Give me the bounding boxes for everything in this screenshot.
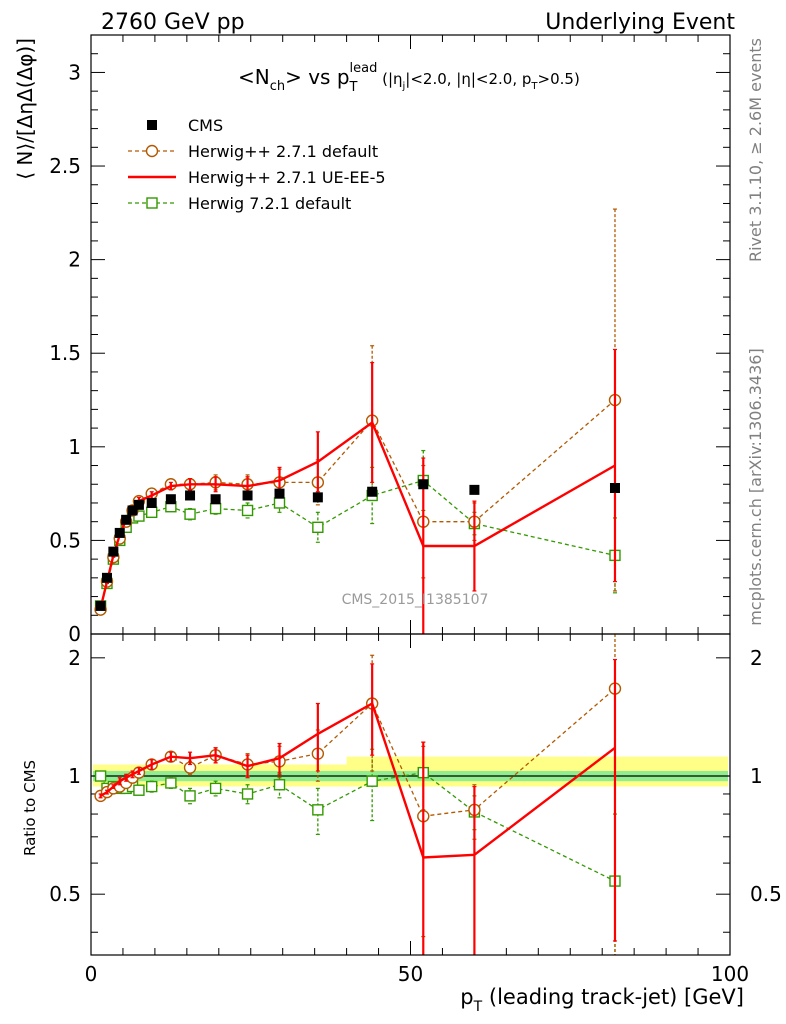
ratio-line [100,771,616,882]
main-ytick-label: 1.5 [49,341,81,365]
main-line [99,420,616,609]
main-cms-point [127,505,138,516]
legend-cms-marker [147,120,157,130]
legend: CMS Herwig++ 2.7.1 default Herwig++ 2.7.1 … [128,116,386,213]
main-square-marker [184,508,196,520]
legend-label: Herwig++ 2.7.1 UE-EE-5 [188,168,386,187]
main-line [99,479,616,607]
ratio-square-marker [165,777,177,789]
legend-entry: Herwig++ 2.7.1 default [128,142,378,161]
main-ytick-label: 3 [68,60,81,84]
main-square-marker [146,506,158,519]
ratio-series [94,634,622,955]
ratio-ytick-label-right: 2 [750,646,763,670]
main-cms-point [108,546,119,557]
main-cms-point [95,600,106,611]
main-cms-point [146,497,157,508]
ratio-series [98,658,617,955]
main-series-layer [94,208,622,634]
ratio-square-marker [209,782,222,795]
ratio-square-marker [133,784,145,796]
ratio-line [100,688,616,817]
header-left: 2760 GeV pp [101,10,245,35]
main-cms-point [210,494,221,505]
legend-label: CMS [188,116,223,135]
ratio-square-marker [184,790,196,802]
mcplots-label: mcplots.cern.ch [arXiv:1306.3436] [746,348,765,625]
main-ytick-label: 0 [68,622,81,646]
main-series [94,449,621,612]
legend-circle-marker [145,144,159,158]
main-cms-point [121,514,132,525]
main-cms-point [274,488,285,499]
main-cms-point [101,572,112,583]
main-cms-point [114,527,125,538]
main-square-marker [312,521,324,534]
x-axis-label: pT (leading track-jet) [GeV] [460,985,744,1015]
main-cms-point [185,490,196,501]
ratio-band [91,756,730,787]
main-axis-ticks: 0 0.5 1 1.5 2 2.5 3 [49,35,731,646]
main-cms-point [367,486,378,497]
ratio-square-marker [146,780,158,793]
legend-square-marker [146,197,158,209]
ratio-ytick-label: 1 [68,764,81,788]
header-right: Underlying Event [545,10,735,35]
ratio-square-marker [366,775,378,787]
main-square-marker [241,504,254,517]
main-cms-point [242,490,253,501]
ratio-axis-ticks: 0.5 0.5 1 1 2 2 0 50 100 [49,634,782,986]
watermark: CMS_2015_I1385107 [342,592,489,608]
main-cms-point [609,482,620,493]
legend-entry: CMS [147,116,223,135]
ratio-square-marker [273,779,286,791]
x-tick-label: 0 [85,962,98,986]
main-series [95,479,620,611]
main-ytick-label: 2 [68,248,81,272]
ratio-ytick-label-right: 0.5 [750,882,782,906]
legend-entry: Herwig++ 2.7.1 UE-EE-5 [128,168,386,187]
main-ylabel: ⟨ N⟩/[ΔηΔ(Δφ)] [13,38,37,180]
main-cms-point [312,492,323,503]
main-square-marker [273,497,286,509]
legend-entry: Herwig 7.2.1 default [128,194,351,213]
main-ytick-label: 2.5 [49,154,81,178]
ratio-square-marker [241,788,254,800]
ratio-series-layer [94,634,622,955]
ratio-frame [90,633,731,956]
x-tick-label: 100 [711,962,749,986]
ratio-square-marker [94,770,107,782]
ratio-ytick-label-right: 1 [750,764,763,788]
ratio-ylabel: Ratio to CMS [21,760,39,856]
main-cms-point [133,499,144,510]
main-ytick-label: 0.5 [49,528,81,552]
main-cms-point [469,484,480,495]
main-square-marker [209,502,222,515]
ratio-square-marker [312,804,324,816]
main-cms-point [418,479,429,490]
x-tick-label: 50 [398,962,423,986]
main-series [94,208,622,616]
legend-label: Herwig++ 2.7.1 default [188,142,378,161]
main-ytick-label: 1 [68,435,81,459]
ratio-line [99,701,616,859]
legend-label: Herwig 7.2.1 default [188,194,351,213]
ratio-ytick-label: 2 [68,646,81,670]
ratio-ytick-label: 0.5 [49,882,81,906]
main-cms-point [165,494,176,505]
main-title: <Nch> vs pTlead (|ηj|<2.0, |η|<2.0, pT>0… [238,61,580,95]
main-frame [90,34,731,635]
rivet-label: Rivet 3.1.10, ≥ 2.6M events [746,38,765,262]
